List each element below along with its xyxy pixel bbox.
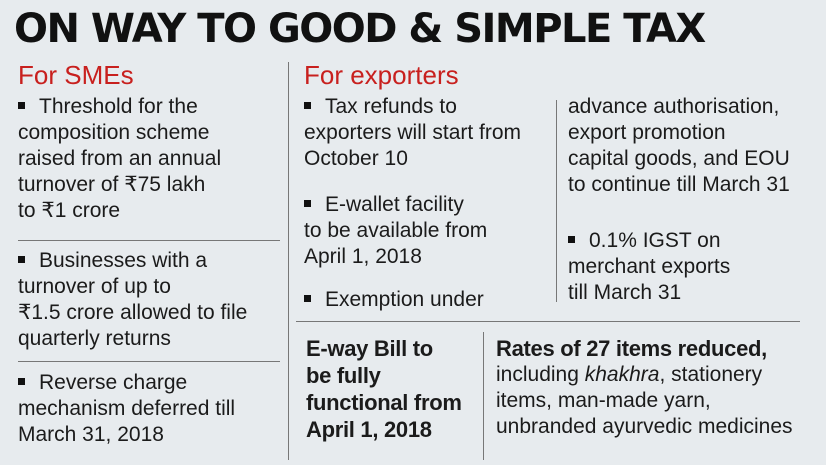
smes-item-2: Businesses with a turnover of up to ₹1.5… — [18, 248, 280, 352]
column-divider — [288, 62, 289, 460]
eway-bill-line: functional from — [306, 390, 462, 415]
exporters-continuation-line: capital goods, and EOU — [568, 147, 790, 170]
smes-heading: For SMEs — [18, 60, 134, 90]
divider — [18, 361, 280, 362]
rates-line: items, man-made yarn, — [496, 389, 711, 412]
rates-line: unbranded ayurvedic medicines — [496, 415, 793, 438]
bullet-icon — [304, 101, 311, 109]
column-divider — [483, 332, 484, 460]
eway-bill-line: be fully — [306, 363, 381, 388]
eway-bill-line: April 1, 2018 — [306, 417, 432, 442]
smes-item-3-line: mechanism deferred till — [18, 397, 236, 420]
exporters-item-4: 0.1% IGST on merchant exports till March… — [568, 228, 818, 306]
exporters-item-4-line: 0.1% IGST on — [568, 228, 818, 254]
smes-item-2-line: quarterly returns — [18, 327, 171, 350]
divider — [18, 240, 280, 241]
smes-item-1-line: turnover of ₹75 lakh — [18, 173, 206, 196]
exporters-continuation: advance authorisation, export promotion … — [568, 94, 818, 198]
exporters-item-1-line: Tax refunds to — [304, 94, 549, 120]
smes-item-1-line: composition scheme — [18, 121, 210, 144]
exporters-continuation-line: advance authorisation, — [568, 95, 780, 118]
smes-item-2-line: Businesses with a — [18, 248, 280, 274]
bullet-icon — [304, 199, 311, 207]
column-divider — [556, 100, 557, 302]
smes-item-1-line: raised from an annual — [18, 147, 222, 170]
rates-heading: Rates of 27 items reduced, — [496, 336, 767, 361]
bullet-icon — [18, 377, 25, 385]
bullet-icon — [18, 255, 25, 263]
smes-item-1-line: to ₹1 crore — [18, 199, 121, 222]
exporters-item-1-line: exporters will start from — [304, 121, 522, 144]
exporters-continuation-line: export promotion — [568, 121, 726, 144]
exporters-item-1: Tax refunds to exporters will start from… — [304, 94, 549, 172]
exporters-item-3: Exemption under — [304, 287, 549, 313]
smes-item-3-line: March 31, 2018 — [18, 423, 164, 446]
eway-bill-box: E-way Bill to be fully functional from A… — [306, 335, 476, 443]
smes-item-3: Reverse charge mechanism deferred till M… — [18, 370, 280, 448]
exporters-item-2-line: E-wallet facility — [304, 192, 549, 218]
exporters-item-1-line: October 10 — [304, 147, 408, 170]
exporters-item-3-line: Exemption under — [304, 287, 549, 313]
bullet-icon — [304, 294, 311, 302]
exporters-continuation-line: to continue till March 31 — [568, 173, 790, 196]
smes-item-2-line: ₹1.5 crore allowed to file — [18, 301, 248, 324]
exporters-item-2-line: April 1, 2018 — [304, 245, 422, 268]
exporters-item-4-line: merchant exports — [568, 255, 731, 278]
rates-box: Rates of 27 items reduced, including kha… — [496, 335, 822, 440]
page-title: ON WAY TO GOOD & SIMPLE TAX — [14, 6, 706, 52]
smes-item-1-line: Threshold for the — [18, 94, 280, 120]
rates-line: including khakhra, stationery — [496, 363, 763, 386]
bullet-icon — [18, 101, 25, 109]
exporters-heading: For exporters — [304, 60, 459, 90]
smes-item-1: Threshold for the composition scheme rai… — [18, 94, 280, 224]
exporters-item-2-line: to be available from — [304, 219, 488, 242]
eway-bill-line: E-way Bill to — [306, 336, 433, 361]
divider — [296, 321, 800, 322]
smes-item-2-line: turnover of up to — [18, 275, 171, 298]
exporters-item-2: E-wallet facility to be available from A… — [304, 192, 549, 270]
smes-item-3-line: Reverse charge — [18, 370, 280, 396]
bullet-icon — [568, 235, 575, 243]
exporters-item-4-line: till March 31 — [568, 281, 682, 304]
